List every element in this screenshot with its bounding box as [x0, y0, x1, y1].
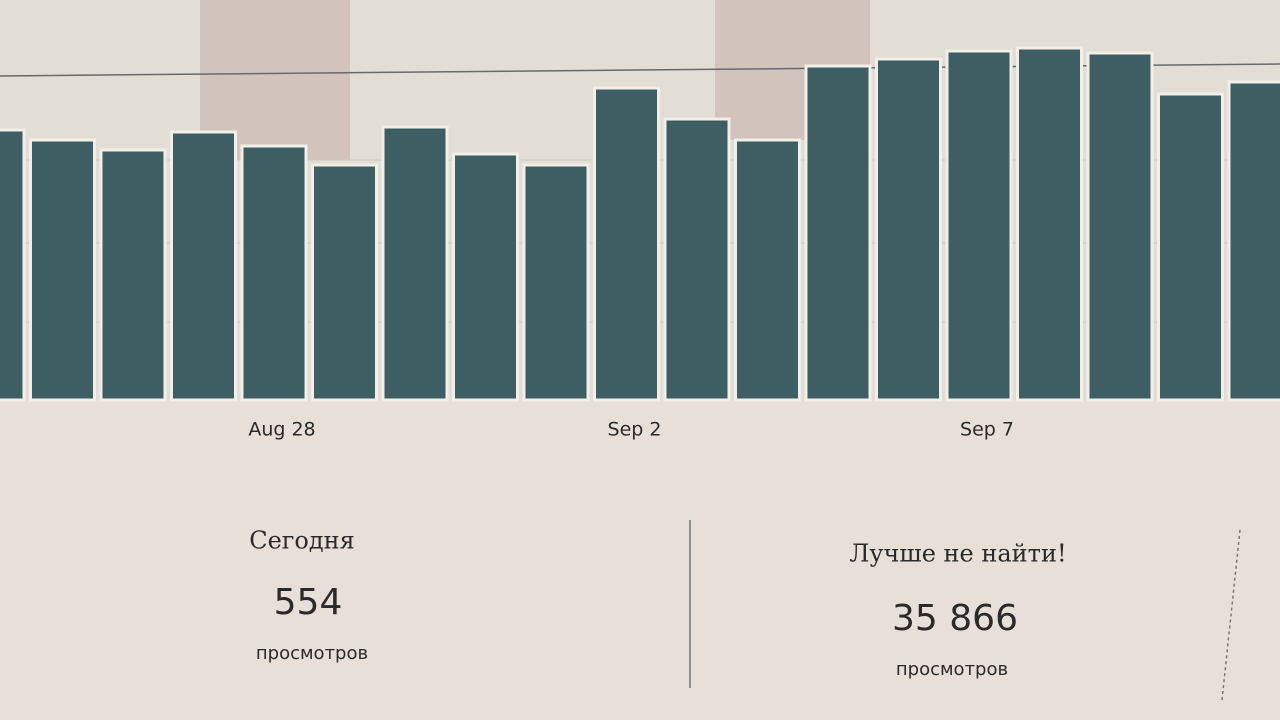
divider [1221, 529, 1241, 701]
bar [1157, 92, 1224, 402]
x-tick-label: Sep 7 [960, 419, 1014, 441]
bar [240, 144, 308, 402]
stat-value: 35 866 [892, 598, 1018, 639]
stat-unit: просмотров [896, 659, 1008, 680]
stat-value: 554 [274, 582, 343, 623]
bar [0, 128, 26, 402]
bar [381, 125, 449, 402]
bar [1086, 51, 1154, 402]
bar [734, 138, 801, 402]
x-tick-label: Aug 28 [248, 419, 315, 441]
bar [593, 86, 660, 402]
bar [99, 148, 167, 402]
bar [1016, 46, 1083, 402]
bar [663, 117, 731, 402]
bar [1227, 80, 1280, 402]
bar [875, 57, 942, 402]
stat-label: Сегодня [249, 527, 355, 555]
stat-unit: просмотров [256, 643, 368, 664]
bar [311, 163, 378, 402]
bar [452, 152, 519, 402]
bar [522, 163, 590, 402]
stat-label: Лучше не найти! [849, 540, 1066, 568]
bar [945, 49, 1013, 402]
bar [170, 130, 237, 402]
bar [804, 64, 872, 402]
bar [29, 138, 96, 402]
x-tick-label: Sep 2 [608, 419, 662, 441]
